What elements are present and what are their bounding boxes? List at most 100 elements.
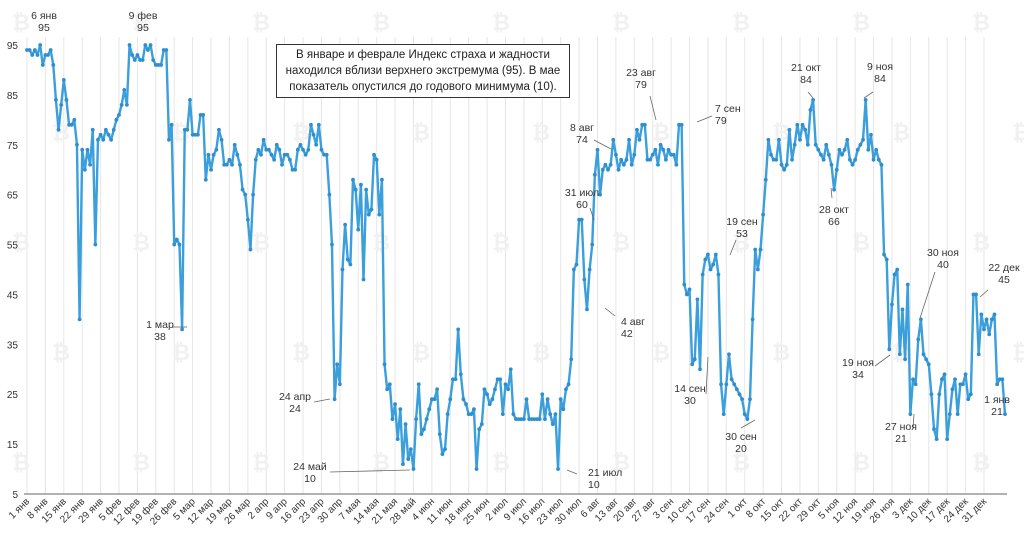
- data-point: [953, 377, 957, 382]
- watermark-icon: ₿: [652, 120, 670, 145]
- data-point: [545, 397, 550, 402]
- data-point: [840, 152, 844, 157]
- data-point: [32, 48, 37, 52]
- data-point: [25, 48, 29, 52]
- data-point: [984, 317, 989, 322]
- data-point: [98, 132, 103, 137]
- data-point: [582, 277, 587, 282]
- data-point: [719, 382, 723, 387]
- data-point: [282, 152, 287, 157]
- data-point: [85, 147, 90, 152]
- data-point: [608, 162, 613, 167]
- data-point: [766, 137, 771, 142]
- data-point: [238, 162, 242, 167]
- data-point: [863, 97, 868, 102]
- data-point: [353, 187, 358, 192]
- watermark-icon: ₿: [532, 340, 550, 365]
- data-point: [800, 122, 805, 127]
- data-point: [624, 157, 629, 162]
- data-point: [787, 127, 792, 132]
- data-point: [942, 372, 947, 377]
- data-point: [322, 152, 326, 157]
- data-point: [440, 452, 445, 456]
- data-point: [372, 152, 376, 157]
- data-point: [711, 262, 716, 267]
- data-point: [109, 137, 114, 142]
- data-point: [734, 387, 739, 392]
- data-point: [700, 272, 705, 277]
- data-point: [493, 387, 497, 392]
- data-point: [947, 412, 952, 417]
- watermark-icon: ₿: [12, 230, 30, 255]
- data-point: [288, 157, 292, 162]
- data-point: [387, 382, 392, 387]
- annotation-value: 21: [895, 433, 907, 445]
- data-point: [729, 377, 734, 382]
- data-point: [416, 382, 421, 387]
- data-point: [637, 137, 642, 142]
- annotation-leader: [830, 187, 833, 199]
- data-point: [721, 412, 726, 417]
- data-point: [453, 377, 458, 382]
- annotation-value: 74: [576, 134, 588, 146]
- data-point: [303, 152, 308, 157]
- data-point: [587, 267, 592, 272]
- data-point: [934, 437, 939, 442]
- data-point: [351, 177, 355, 182]
- annotation-date: 19 сен: [726, 216, 758, 228]
- annotation-date: 19 ноя: [842, 357, 874, 369]
- data-point: [385, 387, 390, 392]
- data-point: [456, 327, 461, 332]
- annotation-value: 60: [576, 199, 588, 211]
- data-point: [521, 417, 526, 422]
- x-tick-label: 1 окт: [726, 496, 750, 520]
- watermark-icon: ₿: [412, 120, 430, 145]
- data-point: [989, 317, 994, 322]
- data-point: [869, 132, 873, 137]
- data-point: [897, 352, 902, 357]
- watermark-icon: ₿: [132, 230, 150, 255]
- annotation-value: 40: [937, 259, 949, 271]
- data-point: [106, 132, 111, 137]
- data-point: [850, 162, 855, 167]
- data-point: [408, 447, 413, 451]
- data-point: [319, 147, 324, 152]
- data-point: [398, 407, 403, 412]
- data-point: [900, 307, 905, 312]
- grid-lines: [26, 37, 985, 494]
- data-point: [172, 242, 177, 247]
- watermark-icon: ₿: [372, 230, 390, 255]
- data-point: [774, 157, 779, 162]
- data-point: [498, 377, 503, 382]
- data-point: [648, 157, 652, 162]
- data-point: [519, 417, 524, 422]
- annotation-leader: [807, 91, 814, 99]
- data-point: [916, 337, 921, 342]
- annotation-date: 8 авг: [570, 122, 594, 134]
- data-point: [151, 58, 156, 62]
- data-point: [222, 162, 227, 167]
- data-point: [658, 142, 663, 147]
- data-point: [253, 157, 258, 162]
- data-point: [950, 387, 955, 392]
- annotation-value: 42: [621, 328, 633, 340]
- data-point: [824, 142, 829, 147]
- data-point: [69, 122, 74, 127]
- data-point: [443, 447, 447, 451]
- data-point: [340, 267, 345, 272]
- data-point: [111, 127, 116, 132]
- data-point: [913, 382, 918, 387]
- data-point: [153, 63, 158, 67]
- annotation-value: 38: [154, 331, 166, 343]
- data-point: [180, 327, 185, 332]
- data-point: [414, 417, 418, 422]
- data-point: [214, 147, 219, 152]
- data-point: [56, 127, 61, 132]
